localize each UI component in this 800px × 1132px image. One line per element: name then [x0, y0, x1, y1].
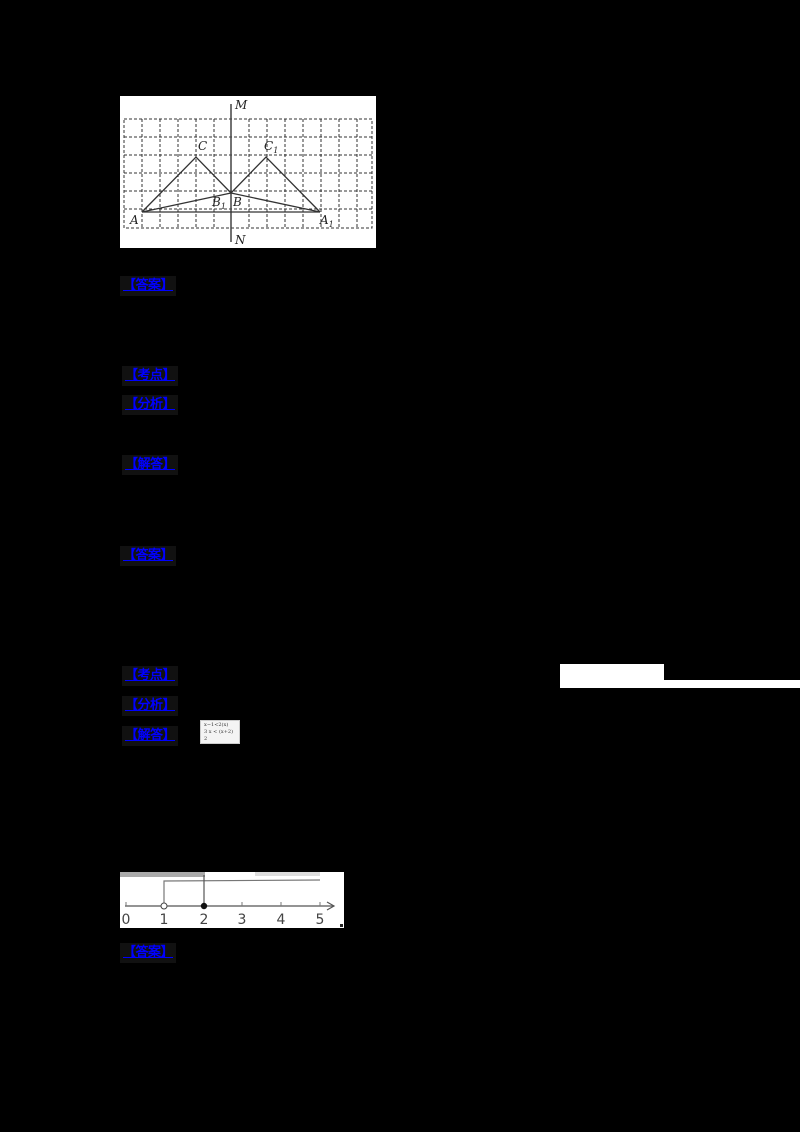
answer-label: 【答案】 — [120, 276, 177, 296]
formula-line-2: 3 x < (x+2) — [204, 729, 234, 735]
svg-text:2: 2 — [200, 912, 209, 928]
svg-text:A1: A1 — [319, 213, 334, 229]
svg-text:1: 1 — [160, 912, 169, 928]
svg-text:M: M — [234, 98, 248, 112]
number-line-figure: 0 1 2 3 4 5 — [120, 872, 344, 928]
svg-text:0: 0 — [122, 912, 131, 928]
svg-text:4: 4 — [277, 912, 286, 928]
solution-label: 【解答】 — [122, 455, 179, 475]
solution-label: 【解答】 — [122, 726, 179, 746]
triangle-grid-svg: M N A C C1 B1 B A1 — [123, 98, 373, 247]
svg-text:B1: B1 — [211, 195, 226, 211]
key-point-label: 【考点】 — [122, 666, 179, 686]
key-point-label: 【考点】 — [122, 366, 179, 386]
formula-line-1: x−1<2(x) — [204, 722, 229, 728]
svg-text:B: B — [232, 195, 242, 209]
formula-line-3: 2 — [204, 736, 208, 742]
svg-text:5: 5 — [316, 912, 325, 928]
svg-text:A: A — [129, 213, 139, 227]
triangle-reflection-figure: M N A C C1 B1 B A1 — [120, 96, 376, 248]
svg-text:N: N — [234, 233, 246, 247]
analysis-label: 【分析】 — [122, 696, 179, 716]
answer-label: 【答案】 — [120, 546, 177, 566]
inequality-system-image: x−1<2(x) 3 x < (x+2) 2 — [200, 720, 240, 744]
svg-text:3: 3 — [238, 912, 247, 928]
answer-label: 【答案】 — [120, 943, 177, 963]
number-line-svg: 0 1 2 3 4 5 — [120, 872, 343, 928]
svg-text:C: C — [198, 139, 207, 153]
highlight-bar-extension — [560, 680, 800, 688]
analysis-label: 【分析】 — [122, 395, 179, 415]
svg-text:C1: C1 — [264, 139, 278, 155]
